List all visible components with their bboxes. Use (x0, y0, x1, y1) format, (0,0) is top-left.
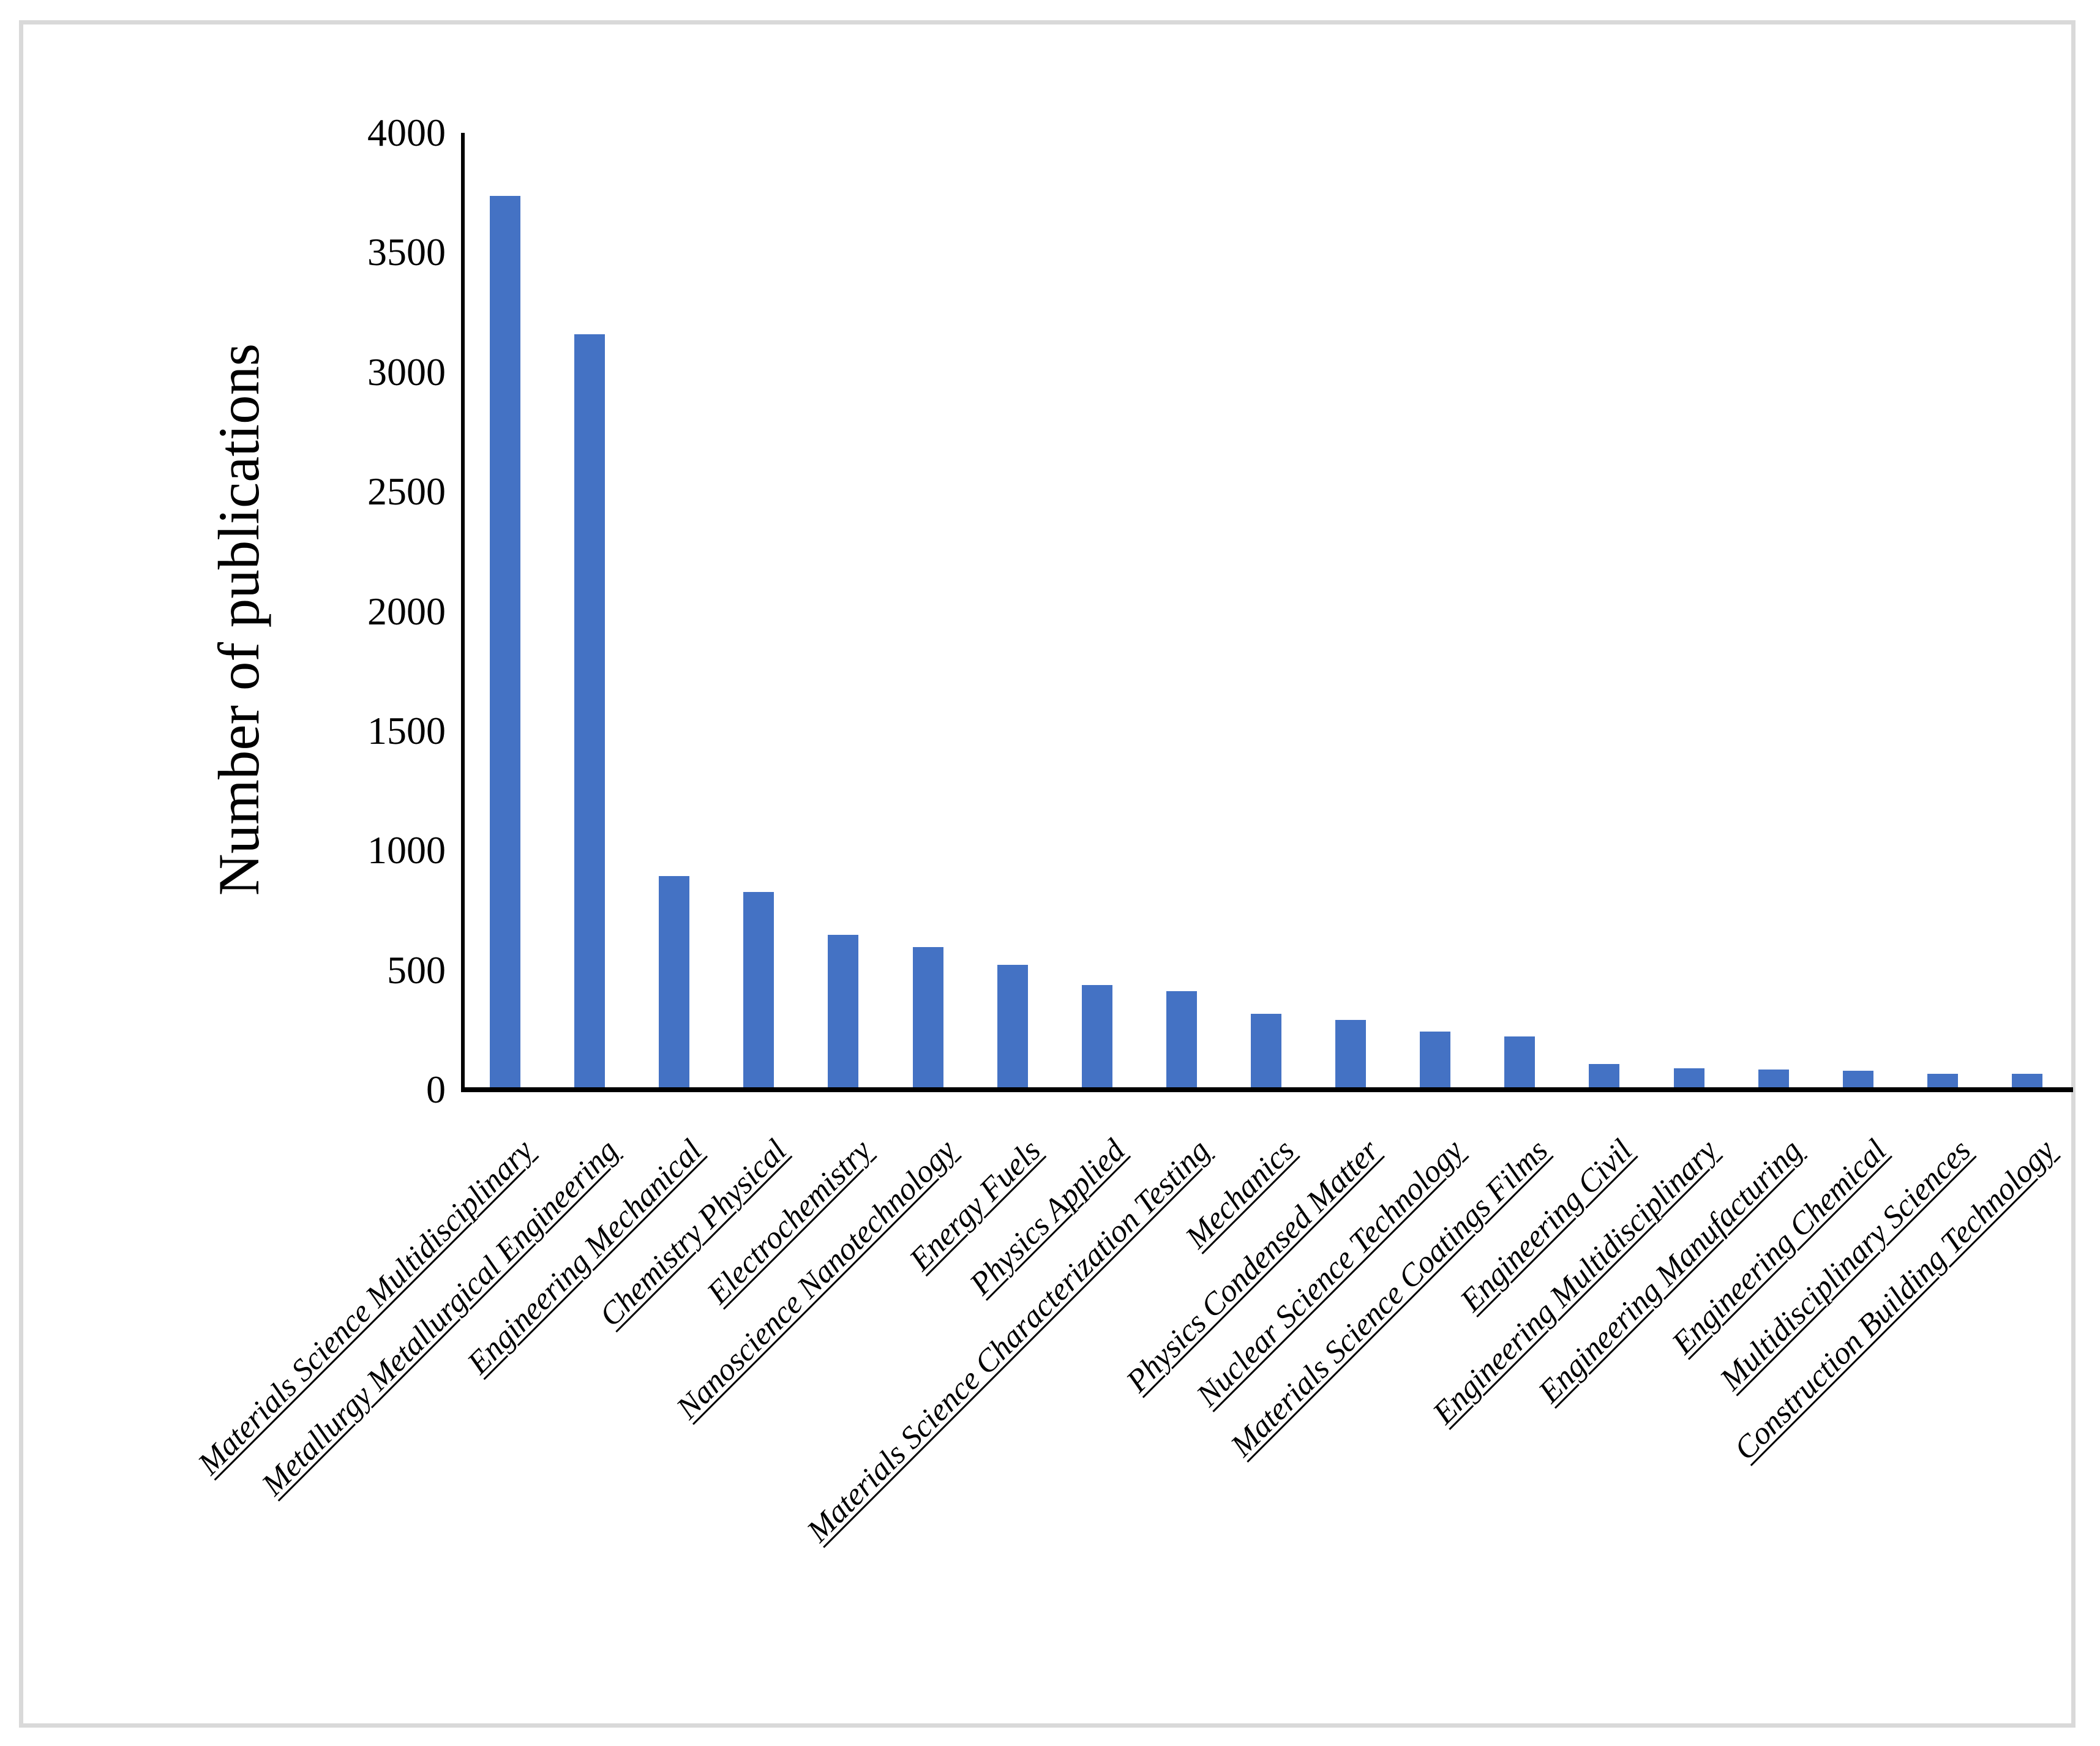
bar-5 (828, 935, 858, 1089)
bar-19 (2012, 1074, 2042, 1089)
bar-2 (574, 334, 605, 1089)
y-tick-label-2500: 2500 (367, 470, 446, 513)
y-tick-label-1500: 1500 (367, 709, 446, 752)
y-tick-label-3500: 3500 (367, 230, 446, 274)
x-category-label-2: Metallurgy Metallurgical Engineering (255, 1133, 625, 1503)
bar-18 (1927, 1074, 1958, 1089)
bar-17 (1843, 1071, 1873, 1089)
x-axis-line (461, 1087, 2073, 1092)
bar-15 (1674, 1068, 1704, 1089)
y-tick-label-3000: 3000 (367, 350, 446, 394)
bar-1 (490, 196, 520, 1089)
y-tick-label-2000: 2000 (367, 590, 446, 633)
y-tick-label-4000: 4000 (367, 111, 446, 154)
bar-6 (913, 947, 943, 1089)
bar-9 (1166, 991, 1197, 1089)
y-tick-label-500: 500 (387, 948, 446, 992)
bar-16 (1758, 1070, 1789, 1089)
bar-10 (1251, 1014, 1281, 1089)
bar-12 (1420, 1032, 1450, 1089)
bar-11 (1335, 1020, 1366, 1089)
figure-border (19, 20, 2076, 1728)
y-tick-label-0: 0 (426, 1068, 446, 1111)
x-category-label-1: Materials Science Multidisciplinary (191, 1133, 541, 1482)
bar-14 (1589, 1064, 1619, 1089)
bar-7 (997, 965, 1028, 1089)
y-axis-line (461, 133, 465, 1092)
bar-8 (1082, 985, 1112, 1089)
bar-3 (659, 876, 689, 1089)
bar-13 (1504, 1036, 1535, 1089)
bar-4 (743, 892, 774, 1089)
y-tick-label-1000: 1000 (367, 828, 446, 872)
